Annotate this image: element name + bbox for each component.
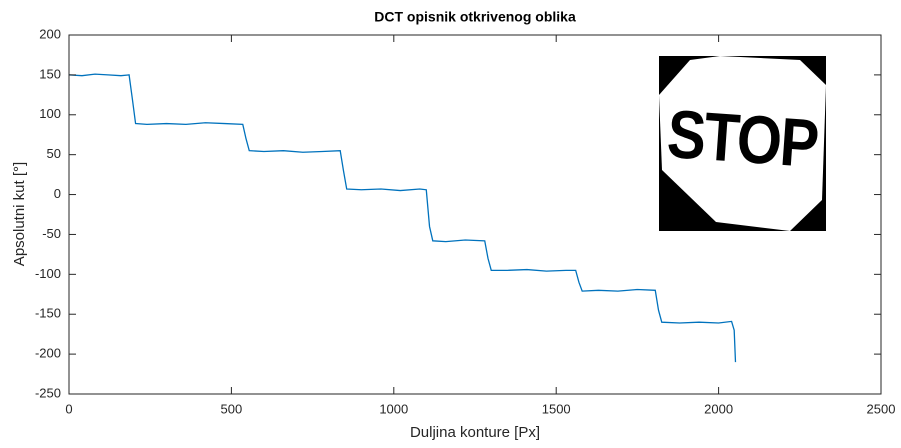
x-tick-label: 1500 bbox=[542, 401, 571, 416]
inset-image: STOP bbox=[659, 56, 826, 231]
inset-text: STOP bbox=[665, 96, 820, 182]
y-tick-label: 50 bbox=[47, 146, 61, 161]
stop-octagon bbox=[659, 56, 826, 231]
y-tick-label: -250 bbox=[35, 385, 61, 400]
y-tick-label: -100 bbox=[35, 266, 61, 281]
plot-frame bbox=[68, 34, 882, 395]
x-tick-label: 2000 bbox=[704, 401, 733, 416]
y-tick-label: -150 bbox=[35, 306, 61, 321]
chart-title: DCT opisnik otkrivenog oblika bbox=[374, 9, 576, 25]
x-tick-label: 1000 bbox=[379, 401, 408, 416]
y-tick-label: 150 bbox=[39, 66, 61, 81]
x-tick-label: 0 bbox=[65, 401, 72, 416]
data-line bbox=[68, 73, 737, 363]
y-tick-label: 0 bbox=[54, 186, 61, 201]
y-tick-label: 200 bbox=[39, 26, 61, 41]
y-tick-label: -200 bbox=[35, 346, 61, 361]
y-tick-label: 100 bbox=[39, 106, 61, 121]
x-tick-label: 500 bbox=[221, 401, 243, 416]
y-tick-label: -50 bbox=[42, 226, 61, 241]
y-axis-label: Apsolutni kut [°] bbox=[11, 162, 28, 266]
x-tick-label: 2500 bbox=[867, 401, 896, 416]
x-axis-label: Duljina konture [Px] bbox=[410, 424, 540, 441]
